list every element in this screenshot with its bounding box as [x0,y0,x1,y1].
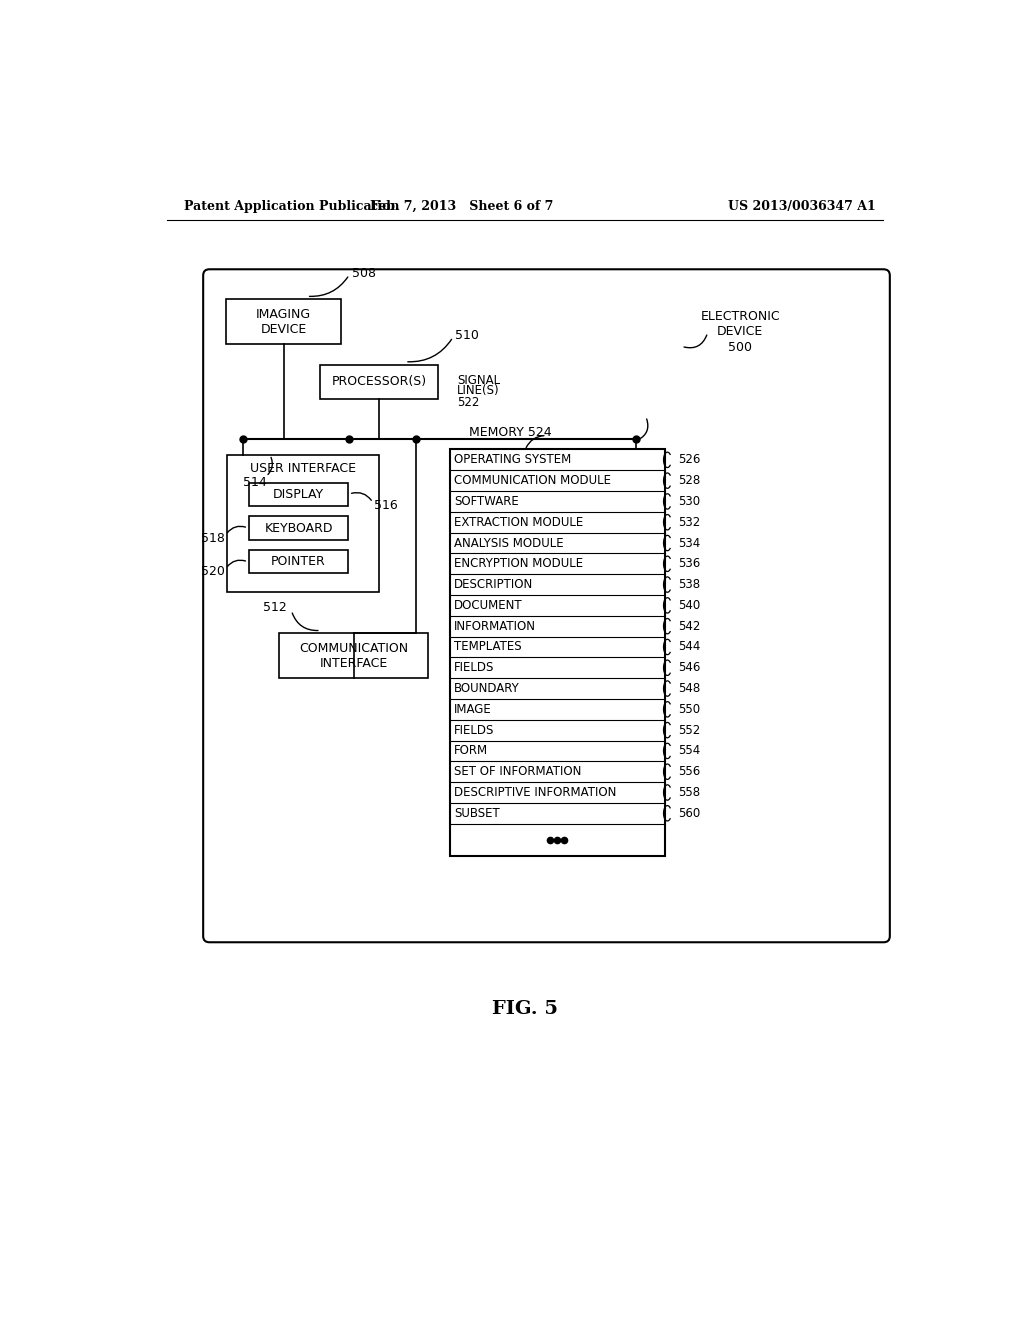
Text: 558: 558 [678,785,700,799]
Text: 538: 538 [678,578,700,591]
Bar [280,634,428,678]
Text: SUBSET: SUBSET [455,807,500,820]
Text: ELECTRONIC
DEVICE: ELECTRONIC DEVICE [700,310,780,338]
Text: 518: 518 [201,532,224,545]
Text: 536: 536 [678,557,700,570]
Text: IMAGING
DEVICE: IMAGING DEVICE [256,308,311,335]
Text: 522: 522 [458,396,480,409]
Text: 528: 528 [678,474,700,487]
Text: FIELDS: FIELDS [455,661,495,675]
Text: INFORMATION: INFORMATION [455,619,537,632]
Bar [227,455,379,591]
Text: 516: 516 [375,499,398,512]
Text: 534: 534 [678,536,700,549]
Text: 520: 520 [201,565,224,578]
Text: 530: 530 [678,495,700,508]
Text: SOFTWARE: SOFTWARE [455,495,519,508]
Bar [450,449,665,857]
Text: 508: 508 [351,267,376,280]
Text: Feb. 7, 2013   Sheet 6 of 7: Feb. 7, 2013 Sheet 6 of 7 [370,199,553,213]
Text: 510: 510 [456,329,479,342]
Text: 526: 526 [678,453,700,466]
Text: COMMUNICATION
INTERFACE: COMMUNICATION INTERFACE [299,642,409,669]
Text: COMMUNICATION MODULE: COMMUNICATION MODULE [455,474,611,487]
Text: MEMORY 524: MEMORY 524 [469,426,552,440]
Bar [249,516,348,540]
Text: 554: 554 [678,744,700,758]
Text: 548: 548 [678,682,700,696]
Text: TEMPLATES: TEMPLATES [455,640,522,653]
Text: 500: 500 [728,341,753,354]
Text: 560: 560 [678,807,700,820]
Text: FIELDS: FIELDS [455,723,495,737]
Bar [249,550,348,573]
Bar [226,300,341,345]
Text: EXTRACTION MODULE: EXTRACTION MODULE [455,516,584,529]
Text: SET OF INFORMATION: SET OF INFORMATION [455,766,582,779]
Text: KEYBOARD: KEYBOARD [264,521,333,535]
Text: PROCESSOR(S): PROCESSOR(S) [332,375,427,388]
Text: ANALYSIS MODULE: ANALYSIS MODULE [455,536,564,549]
Bar [249,483,348,506]
Text: DESCRIPTIVE INFORMATION: DESCRIPTIVE INFORMATION [455,785,616,799]
Text: 532: 532 [678,516,700,529]
Text: 514: 514 [243,477,266,490]
Text: OPERATING SYSTEM: OPERATING SYSTEM [455,453,571,466]
Text: 542: 542 [678,619,700,632]
Text: 512: 512 [263,601,287,614]
Text: FIG. 5: FIG. 5 [492,1001,558,1018]
Bar [321,364,438,399]
Text: DOCUMENT: DOCUMENT [455,599,523,612]
Text: Patent Application Publication: Patent Application Publication [183,199,399,213]
Text: POINTER: POINTER [271,556,326,569]
Text: FORM: FORM [455,744,488,758]
Text: ENCRYPTION MODULE: ENCRYPTION MODULE [455,557,584,570]
Text: US 2013/0036347 A1: US 2013/0036347 A1 [728,199,877,213]
Text: BOUNDARY: BOUNDARY [455,682,520,696]
Text: SIGNAL: SIGNAL [458,374,501,387]
Text: 552: 552 [678,723,700,737]
Text: DESCRIPTION: DESCRIPTION [455,578,534,591]
Text: 556: 556 [678,766,700,779]
Text: 544: 544 [678,640,700,653]
Text: USER INTERFACE: USER INTERFACE [250,462,356,475]
Text: LINE(S): LINE(S) [458,384,500,397]
Text: IMAGE: IMAGE [455,702,492,715]
Text: DISPLAY: DISPLAY [273,487,324,500]
Text: 540: 540 [678,599,700,612]
Text: 550: 550 [678,702,700,715]
Text: 546: 546 [678,661,700,675]
